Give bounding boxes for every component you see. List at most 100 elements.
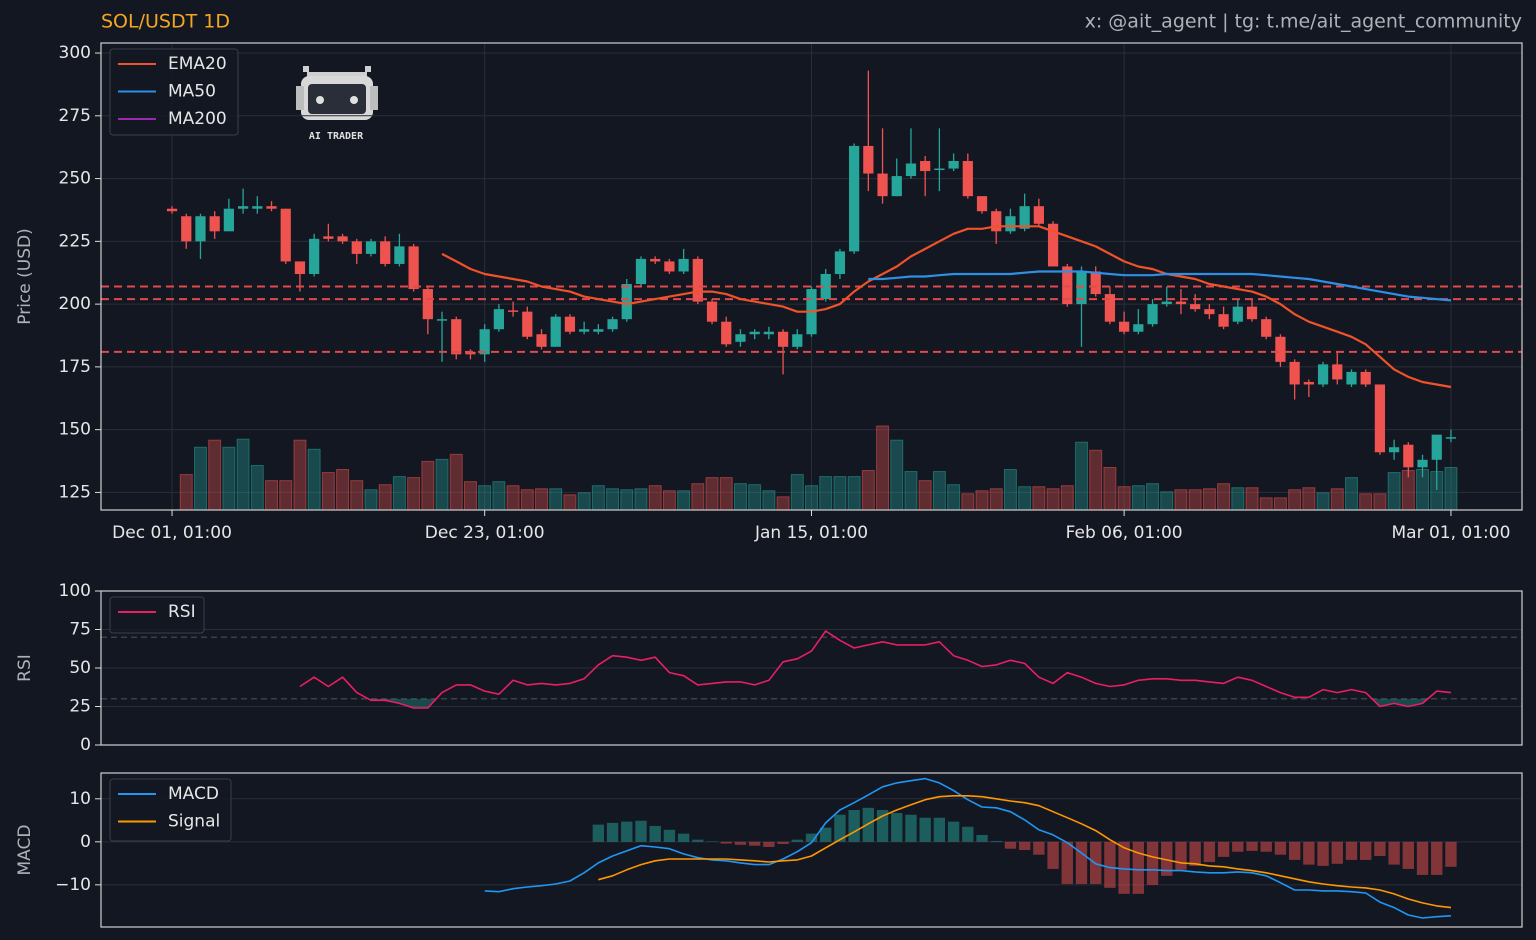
candle-body xyxy=(976,196,988,212)
volume-bar xyxy=(634,488,648,511)
candle-body xyxy=(877,173,888,197)
candle-body xyxy=(422,289,433,320)
histogram-bar xyxy=(905,814,917,842)
candle-body xyxy=(294,261,306,274)
x-tick-label: Dec 23, 01:00 xyxy=(425,523,545,543)
candle-body xyxy=(1218,314,1229,327)
volume-bar xyxy=(520,489,534,511)
volume-bar xyxy=(265,480,278,511)
candle-body xyxy=(706,301,718,322)
histogram-bar xyxy=(720,841,732,844)
volume-bar xyxy=(563,494,577,511)
candle-body xyxy=(536,334,547,347)
y-tick-label: 225 xyxy=(59,231,91,251)
oversold-fill xyxy=(299,698,1451,709)
legend-label: MACD xyxy=(168,784,219,804)
candle-body xyxy=(820,273,831,300)
volume-bar xyxy=(1231,487,1245,511)
candle-body xyxy=(593,329,604,332)
panel: 0 25 50 75 100 RSI RSI xyxy=(15,581,1523,755)
histogram-bar xyxy=(1161,841,1173,876)
volume-bar xyxy=(904,471,918,511)
histogram-bar xyxy=(919,817,931,842)
x-tick-label: Dec 01, 01:00 xyxy=(112,523,232,543)
logo: AI TRADER xyxy=(296,66,378,142)
candle-body xyxy=(1119,321,1130,332)
volume-bar xyxy=(606,488,620,511)
histogram-bar xyxy=(1331,841,1343,864)
volume-bar xyxy=(591,485,605,511)
panel: −10 0 10 MACD MACD Signal xyxy=(15,772,1523,928)
candle-body xyxy=(891,176,902,197)
histogram-bar xyxy=(976,834,988,842)
volume-bar xyxy=(790,474,804,511)
candle-body xyxy=(607,319,618,330)
candle-body xyxy=(223,208,235,232)
histogram-bar xyxy=(1232,841,1244,852)
volume-bar xyxy=(179,474,193,511)
volume-bar xyxy=(392,476,406,511)
candle-body xyxy=(920,161,931,172)
volume-bar xyxy=(876,425,890,511)
histogram-bar xyxy=(1061,841,1073,884)
volume-bar xyxy=(435,458,449,511)
histogram-bar xyxy=(820,827,832,842)
histogram-bar xyxy=(763,841,775,847)
candle-body xyxy=(1388,447,1400,453)
histogram-bar xyxy=(848,809,860,842)
candle-body xyxy=(792,334,803,347)
volume-bar xyxy=(478,485,492,511)
histogram-bar xyxy=(834,814,846,842)
volume-bar xyxy=(463,481,477,511)
candle-body xyxy=(309,238,320,274)
y-tick-label: 50 xyxy=(69,658,91,678)
histogram-bar xyxy=(606,822,619,842)
volume-bar xyxy=(748,484,762,511)
volume-bar xyxy=(1160,491,1174,511)
candle-body xyxy=(849,145,860,252)
histogram-bar xyxy=(1217,841,1230,857)
volume-bar xyxy=(421,460,435,511)
volume-bar xyxy=(1003,469,1017,511)
histogram-bar xyxy=(1189,841,1201,866)
candle-body xyxy=(1033,206,1044,224)
histogram-bar xyxy=(1018,841,1031,850)
candle-body xyxy=(1090,271,1101,295)
candle-body xyxy=(365,241,377,254)
x-tick-label: Mar 01, 01:00 xyxy=(1391,523,1510,543)
candle-body xyxy=(1161,301,1172,305)
volume-bar xyxy=(350,480,364,511)
y-tick-label: 10 xyxy=(69,789,91,809)
histogram-bar xyxy=(663,829,676,842)
volume-bar xyxy=(1089,449,1103,511)
candle-body xyxy=(1403,444,1414,468)
candle-body xyxy=(1431,434,1442,460)
volume-bar xyxy=(506,485,520,511)
volume-bar xyxy=(1373,493,1387,511)
volume-bar xyxy=(1217,483,1231,511)
chart-title: SOL/USDT 1D xyxy=(101,11,230,33)
histogram-bar xyxy=(876,809,889,842)
volume-bar xyxy=(1103,466,1117,511)
volume-bar xyxy=(1046,488,1060,511)
volume-bar xyxy=(1060,485,1074,511)
volume-bar xyxy=(208,439,222,511)
series-line xyxy=(299,630,1452,709)
candle-body xyxy=(1417,459,1428,468)
volume-bar xyxy=(279,480,293,511)
volume-bar xyxy=(776,496,790,511)
plot-frame xyxy=(100,590,1523,746)
y-tick-label: 175 xyxy=(59,357,91,377)
volume-bar xyxy=(378,484,392,511)
candle-body xyxy=(1204,309,1215,315)
candle-body xyxy=(380,241,391,264)
series-line xyxy=(598,795,1452,909)
candle-body xyxy=(991,211,1002,232)
legend-label: MA200 xyxy=(168,109,227,129)
histogram-bar xyxy=(1260,841,1272,852)
histogram-bar xyxy=(1033,841,1045,855)
volume-bar xyxy=(662,490,676,511)
candle-body xyxy=(1133,324,1144,332)
candle-body xyxy=(1246,306,1258,320)
x-tick-label: Jan 15, 01:00 xyxy=(754,523,868,543)
